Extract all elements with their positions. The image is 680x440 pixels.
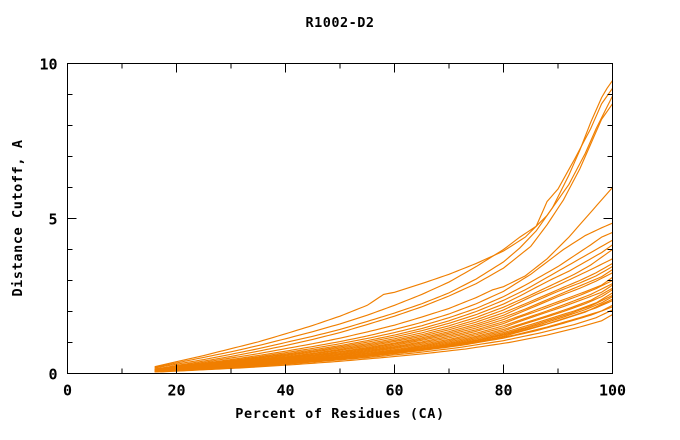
page-title: R1002-D2 xyxy=(305,15,374,31)
series-line xyxy=(154,222,613,370)
series-line xyxy=(160,103,613,370)
x-axis-label: Percent of Residues (CA) xyxy=(235,406,444,422)
x-tick-label: 60 xyxy=(385,382,403,400)
series-line xyxy=(154,87,613,368)
series-line xyxy=(160,314,613,373)
y-tick-label: 10 xyxy=(39,56,57,74)
x-tick-label: 80 xyxy=(494,382,512,400)
series-line xyxy=(154,187,613,370)
x-tick-label: 40 xyxy=(276,382,294,400)
x-tick-label: 100 xyxy=(599,382,626,400)
series-line xyxy=(154,262,613,371)
y-axis-label: Distance Cutoff, A xyxy=(10,139,26,296)
y-tick-label: 0 xyxy=(48,366,57,384)
y-tick-label: 5 xyxy=(48,211,57,229)
axis-tick-labels: 0 20 40 60 80 100 0 5 10 xyxy=(39,56,626,400)
series-line xyxy=(154,239,613,371)
series-line xyxy=(154,244,613,371)
series-line xyxy=(154,95,614,368)
axis-ticks xyxy=(66,62,614,375)
series-line xyxy=(154,80,613,369)
series-curves xyxy=(154,80,614,373)
series-line xyxy=(154,231,613,371)
x-tick-label: 0 xyxy=(63,382,72,400)
series-line xyxy=(154,249,613,371)
x-tick-label: 20 xyxy=(167,382,185,400)
